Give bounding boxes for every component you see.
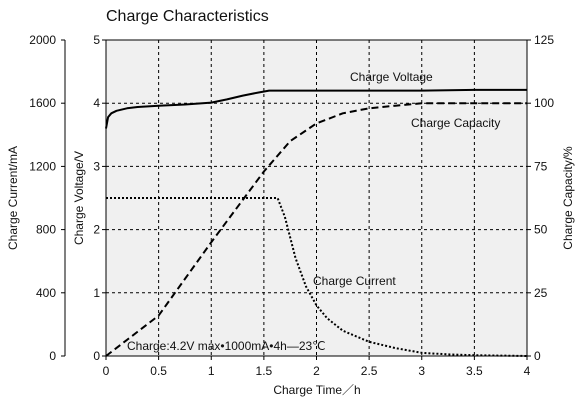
- x-tick-label: 3: [418, 364, 425, 378]
- chart-title: Charge Characteristics: [106, 8, 269, 25]
- capacity-axis-label: Charge Capacity/%: [561, 146, 575, 250]
- charge-condition-note: Charge:4.2V max•1000mA•4h—23℃: [127, 339, 326, 353]
- voltage-tick-label: 5: [93, 33, 100, 47]
- x-axis-label: Charge Time／h: [273, 383, 360, 397]
- current-tick-label: 1200: [29, 159, 56, 173]
- voltage-tick-label: 1: [93, 286, 100, 300]
- charge-voltage-line: [105, 88, 527, 129]
- x-tick-label: 1: [208, 364, 215, 378]
- x-tick-label: 0.5: [150, 364, 167, 378]
- x-tick-label: 2: [313, 364, 320, 378]
- current-tick-label: 2000: [29, 33, 56, 47]
- current-series-label: Charge Current: [313, 274, 396, 288]
- x-tick-label: 4: [524, 364, 531, 378]
- charge-capacity-line: [105, 102, 527, 357]
- axes: 0 0.5 1 1.5 2 2.5 3 3.5 404008001200160020000123…: [29, 33, 554, 378]
- current-tick-label: 800: [36, 223, 56, 237]
- x-tick-label: 2.5: [361, 364, 378, 378]
- capacity-tick-label: 25: [534, 286, 548, 300]
- x-tick-label: 3.5: [466, 364, 483, 378]
- voltage-tick-label: 4: [93, 96, 100, 110]
- voltage-axis-label: Charge Voltage/V: [72, 151, 86, 245]
- charge-current-line: [106, 197, 528, 357]
- capacity-series-label: Charge Capacity: [411, 116, 500, 130]
- current-tick-label: 0: [49, 349, 56, 363]
- voltage-tick-label: 2: [93, 223, 100, 237]
- current-axis-label: Charge Current/mA: [6, 146, 20, 250]
- current-tick-label: 1600: [29, 96, 56, 110]
- capacity-tick-label: 50: [534, 223, 548, 237]
- x-tick-label: 0: [103, 364, 110, 378]
- series-lines: [105, 88, 528, 357]
- voltage-tick-label: 0: [93, 349, 100, 363]
- current-tick-label: 400: [36, 286, 56, 300]
- capacity-tick-label: 125: [534, 33, 554, 47]
- voltage-series-label: Charge Voltage: [350, 70, 433, 84]
- x-tick-label: 1.5: [256, 364, 273, 378]
- capacity-tick-label: 100: [534, 96, 554, 110]
- capacity-tick-label: 0: [534, 349, 541, 363]
- capacity-tick-label: 75: [534, 159, 548, 173]
- voltage-tick-label: 3: [93, 159, 100, 173]
